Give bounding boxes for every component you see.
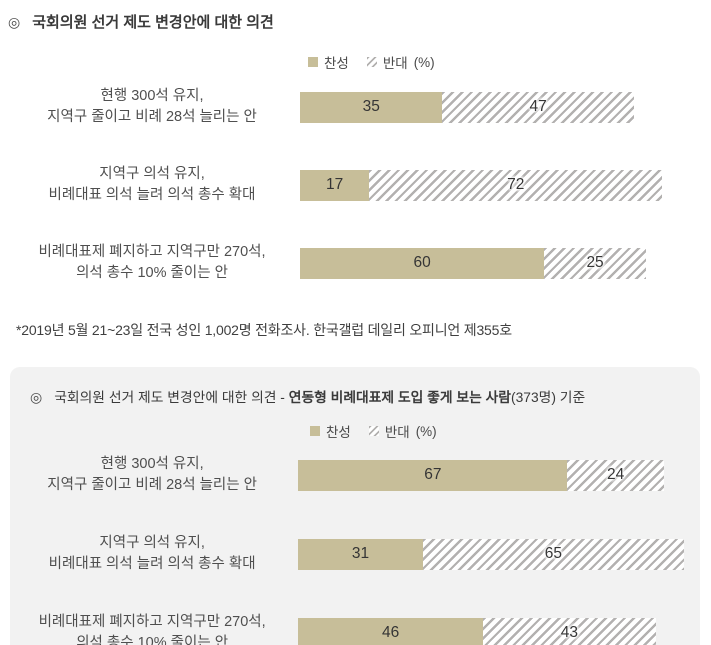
- survey-footnote: *2019년 5월 21~23일 전국 성인 1,002명 전화조사. 한국갤럽…: [16, 322, 512, 338]
- oppose-hatch-swatch-icon: [366, 57, 377, 67]
- legend-agree-label: 찬성: [326, 425, 351, 440]
- agree-bar-segment: 31: [298, 538, 423, 570]
- legend-unit-label: (%): [413, 54, 435, 70]
- oppose-value: 72: [507, 176, 525, 193]
- legend-agree-label: 찬성: [324, 56, 349, 71]
- agree-value: 67: [424, 466, 442, 483]
- oppose-value: 25: [586, 254, 604, 271]
- oppose-bar-segment: 24: [567, 459, 664, 491]
- chart2-legend: 찬성 반대 (%): [310, 421, 700, 441]
- category-label-line1: 비례대표제 폐지하고 지역구만 270석,: [38, 244, 266, 260]
- category-label: 현행 300석 유지, 지역구 줄이고 비례 28석 늘리는 안: [8, 86, 300, 128]
- agree-value: 35: [362, 98, 380, 115]
- chart2-row-1: 현행 300석 유지, 지역구 줄이고 비례 28석 늘리는 안 67 24: [10, 454, 700, 496]
- legend-unit-label: (%): [415, 423, 437, 439]
- chart2-title-part2: 연동형 비례대표제 도입 좋게 보는 사람: [288, 390, 512, 405]
- bar-track: 35 47: [300, 91, 707, 123]
- category-label: 비례대표제 폐지하고 지역구만 270석, 의석 총수 10% 줄이는 안: [10, 612, 298, 645]
- category-label: 지역구 의석 유지, 비례대표 의석 늘려 의석 총수 확대: [8, 164, 300, 206]
- legend-oppose-label: 반대: [384, 425, 410, 440]
- category-label-line1: 지역구 의석 유지,: [99, 535, 205, 551]
- category-label-line1: 현행 300석 유지,: [100, 456, 204, 472]
- category-label-line1: 지역구 의석 유지,: [99, 166, 205, 182]
- agree-bar-segment: 46: [298, 617, 484, 645]
- chart1-title-text: 국회의원 선거 제도 변경안에 대한 의견: [32, 14, 274, 31]
- category-label: 지역구 의석 유지, 비례대표 의석 늘려 의석 총수 확대: [10, 533, 298, 575]
- oppose-value: 47: [529, 98, 547, 115]
- agree-value: 46: [382, 624, 400, 641]
- chart-section-subgroup-panel: ◎ 국회의원 선거 제도 변경안에 대한 의견 - 연동형 비례대표제 도입 좋…: [10, 367, 700, 645]
- bar-track: 67 24: [298, 459, 700, 491]
- category-label-line2: 의석 총수 10% 줄이는 안: [76, 635, 229, 645]
- bar-track: 46 43: [298, 617, 700, 645]
- bar-track: 60 25: [300, 247, 707, 279]
- oppose-value: 24: [607, 466, 625, 483]
- agree-value: 31: [351, 545, 370, 562]
- chart2-row-3: 비례대표제 폐지하고 지역구만 270석, 의석 총수 10% 줄이는 안 46…: [10, 612, 700, 645]
- oppose-bar-segment: 43: [483, 617, 656, 645]
- agree-bar-segment: 67: [298, 459, 568, 491]
- bullseye-icon: ◎: [30, 389, 43, 405]
- legend-oppose-label: 반대: [382, 56, 408, 71]
- category-label-line1: 현행 300석 유지,: [100, 88, 204, 104]
- chart1-row-1: 현행 300석 유지, 지역구 줄이고 비례 28석 늘리는 안 35 47: [8, 86, 711, 128]
- agree-bar-segment: 35: [300, 91, 443, 123]
- chart1-title: ◎ 국회의원 선거 제도 변경안에 대한 의견: [8, 11, 711, 32]
- category-label-line2: 비례대표 의석 늘려 의석 총수 확대: [48, 556, 256, 572]
- chart2-title-part1: 국회의원 선거 제도 변경안에 대한 의견 -: [54, 390, 289, 405]
- chart1-row-2: 지역구 의석 유지, 비례대표 의석 늘려 의석 총수 확대 17 72: [8, 164, 711, 206]
- agree-swatch-icon: [308, 57, 318, 67]
- oppose-bar-segment: 72: [369, 169, 663, 201]
- chart2-title-part3: (373명) 기준: [511, 390, 586, 405]
- agree-value: 17: [325, 176, 344, 193]
- oppose-value: 65: [544, 545, 562, 562]
- oppose-hatch-swatch-icon: [368, 426, 379, 436]
- oppose-bar-segment: 65: [422, 538, 684, 570]
- chart1-row-3: 비례대표제 폐지하고 지역구만 270석, 의석 총수 10% 줄이는 안 60…: [8, 242, 711, 284]
- chart1-legend: 찬성 반대 (%): [308, 52, 711, 72]
- category-label-line2: 지역구 줄이고 비례 28석 늘리는 안: [47, 109, 257, 125]
- category-label-line2: 비례대표 의석 늘려 의석 총수 확대: [48, 187, 256, 203]
- agree-bar-segment: 60: [300, 247, 545, 279]
- agree-swatch-icon: [310, 426, 320, 436]
- category-label-line2: 의석 총수 10% 줄이는 안: [76, 265, 228, 281]
- bar-track: 31 65: [298, 538, 700, 570]
- category-label-line2: 지역구 줄이고 비례 28석 늘리는 안: [47, 477, 257, 493]
- chart2-title-text: 국회의원 선거 제도 변경안에 대한 의견 - 연동형 비례대표제 도입 좋게 …: [54, 386, 585, 406]
- category-label: 현행 300석 유지, 지역구 줄이고 비례 28석 늘리는 안: [10, 454, 298, 496]
- category-label-line1: 비례대표제 폐지하고 지역구만 270석,: [38, 614, 266, 630]
- oppose-bar-segment: 47: [442, 91, 634, 123]
- agree-value: 60: [413, 254, 431, 271]
- oppose-value: 43: [560, 624, 579, 641]
- chart2-title: ◎ 국회의원 선거 제도 변경안에 대한 의견 - 연동형 비례대표제 도입 좋…: [10, 386, 700, 406]
- oppose-bar-segment: 25: [544, 247, 646, 279]
- bar-track: 17 72: [300, 169, 707, 201]
- chart2-row-2: 지역구 의석 유지, 비례대표 의석 늘려 의석 총수 확대 31 65: [10, 533, 700, 575]
- bullseye-icon: ◎: [8, 14, 21, 30]
- category-label: 비례대표제 폐지하고 지역구만 270석, 의석 총수 10% 줄이는 안: [8, 242, 300, 284]
- chart-section-overall: ◎ 국회의원 선거 제도 변경안에 대한 의견 찬성 반대 (%) 현행 300…: [8, 11, 711, 338]
- agree-bar-segment: 17: [300, 169, 370, 201]
